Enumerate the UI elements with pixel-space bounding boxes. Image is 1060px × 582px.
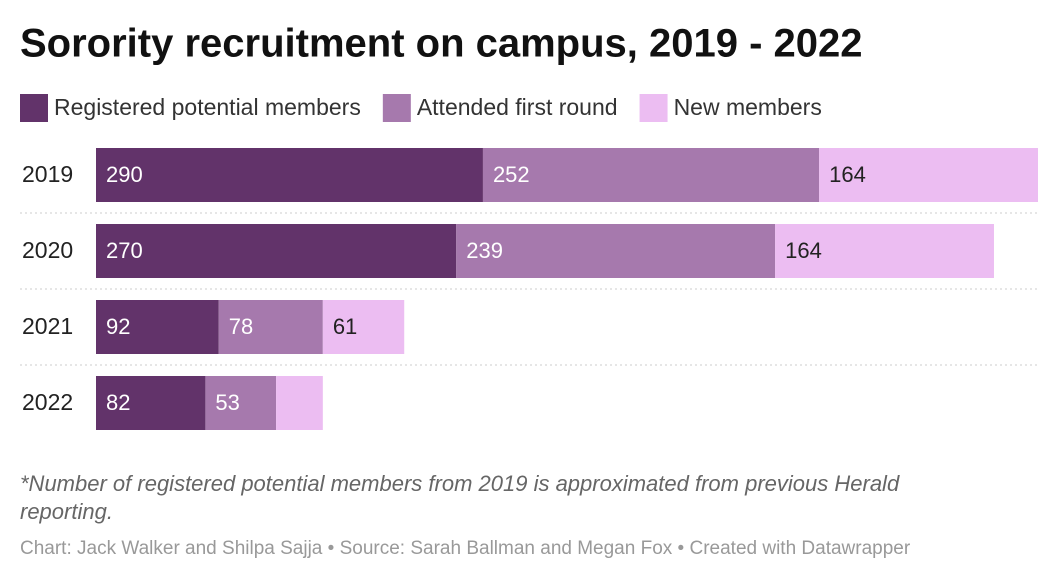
bar-segment (482, 148, 820, 202)
bar-segment (322, 300, 405, 354)
value-label: 164 (785, 238, 822, 263)
value-label: 82 (106, 390, 130, 415)
value-label: 53 (215, 390, 239, 415)
value-label: 164 (829, 162, 866, 187)
credit: Chart: Jack Walker and Shilpa Sajja • So… (20, 538, 911, 559)
bar-segment (96, 376, 206, 430)
bar-segment (819, 148, 1038, 202)
bar-segment (218, 300, 323, 354)
value-label: 61 (333, 314, 357, 339)
value-label: 270 (106, 238, 143, 263)
plot: 2019 290 252 164 2020 270 239 164 2021 92 78 61 2022… (20, 148, 1040, 430)
bar-segment (205, 376, 277, 430)
legend: Registered potential members Attended fir… (20, 94, 822, 122)
bar-segment (96, 148, 483, 202)
bar-segment (276, 376, 323, 430)
legend-swatch (639, 94, 668, 122)
footnote: reporting. (20, 499, 113, 524)
category-label: 2021 (22, 313, 73, 339)
footnote: *Number of registered potential members … (20, 471, 900, 496)
legend-label: Registered potential members (54, 94, 361, 120)
bar-segment (96, 300, 219, 354)
value-label: 92 (106, 314, 130, 339)
value-label: 290 (106, 162, 143, 187)
value-label: 239 (466, 238, 503, 263)
chart-title: Sorority recruitment on campus, 2019 - 2… (20, 22, 863, 66)
category-label: 2022 (22, 389, 73, 415)
legend-swatch (382, 94, 411, 122)
category-label: 2020 (22, 237, 73, 263)
bar-segment (96, 224, 457, 278)
bar-segment (456, 224, 776, 278)
legend-label: Attended first round (417, 94, 618, 120)
legend-label: New members (674, 94, 822, 120)
legend-swatch (20, 94, 48, 122)
value-label: 78 (229, 314, 253, 339)
value-label: 252 (493, 162, 530, 187)
category-label: 2019 (22, 161, 73, 187)
bar-segment (775, 224, 994, 278)
